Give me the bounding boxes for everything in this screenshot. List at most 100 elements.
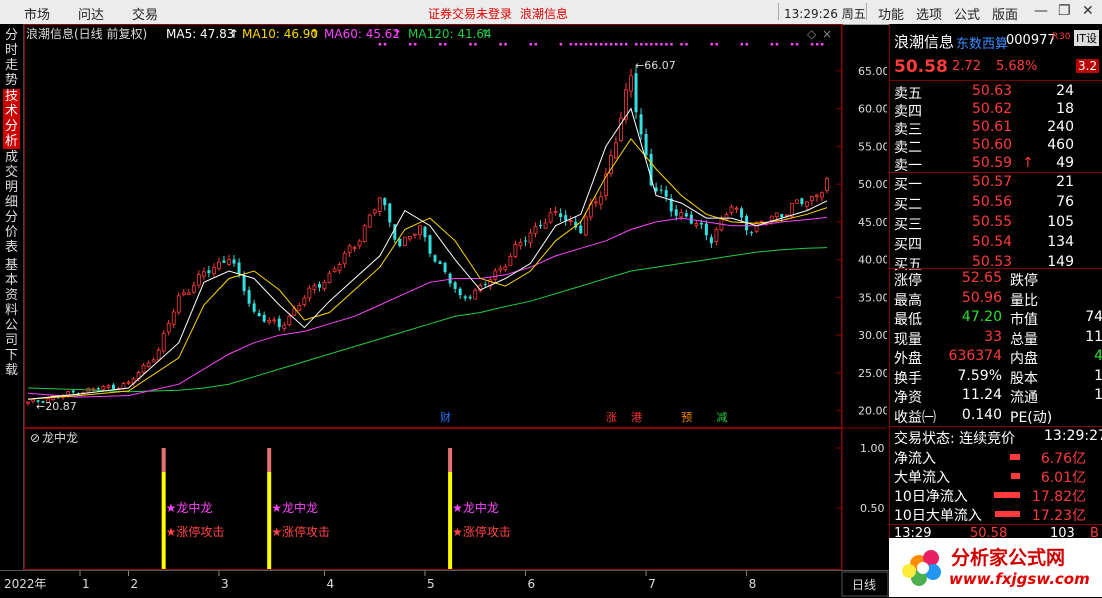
quote-panel: 浪潮信息 东数西算 000977 R 30 IT设 50.58 2.72 5.6… xyxy=(889,24,1102,570)
flow-bar xyxy=(995,511,1020,517)
flow-label: 净流入 xyxy=(894,451,936,467)
ma5-legend: MA5: 47.83 xyxy=(166,27,234,41)
signal-dot xyxy=(619,43,623,46)
order-volume: 18 xyxy=(1056,101,1074,117)
tab-trades[interactable]: 成交明细 xyxy=(4,150,18,210)
candle-body-up xyxy=(407,236,412,240)
last-price: 50.58 xyxy=(894,57,948,77)
indicator-collapse-icon[interactable]: ⊘ xyxy=(30,431,40,445)
tick-volume: 103 xyxy=(1050,526,1075,541)
period-box[interactable] xyxy=(841,571,889,597)
price-axis: 65.00 60.00 55.00 50.00 45.00 40.00 35.00 30.00… xyxy=(858,65,890,418)
menu-market[interactable]: 市场 xyxy=(24,8,51,23)
side-indicator: 3.2 xyxy=(1076,59,1100,73)
ma5-legend-arrow: ↑ xyxy=(229,27,239,41)
industry-tag[interactable]: IT设 xyxy=(1074,30,1099,46)
menu-function[interactable]: 功能 xyxy=(878,8,905,23)
candle-body-down xyxy=(453,282,457,289)
month-label: 7 xyxy=(648,577,656,591)
tab-intraday[interactable]: 分时走势 xyxy=(4,28,18,88)
minimize-icon[interactable]: — xyxy=(1034,3,1048,19)
order-price: 50.55 xyxy=(972,214,1013,230)
candle-body-down xyxy=(579,225,583,234)
stat-row: 最低 47.20 市值 744 xyxy=(890,308,1102,328)
indicator-signals: ★龙中龙 ★涨停攻击 ★龙中龙 ★涨停攻击 ★龙中龙 ★涨停攻击 xyxy=(161,448,511,569)
order-price: 50.59 xyxy=(972,155,1013,171)
stat-label: 收益㈠ xyxy=(894,409,936,426)
stat-row: 换手 7.59% 股本 14 xyxy=(890,367,1102,387)
indicator-panel-frame xyxy=(24,428,842,570)
period-label[interactable]: 日线 xyxy=(852,578,876,592)
stat-value: 52.65 xyxy=(961,270,1002,286)
signal-dot xyxy=(584,43,588,46)
signal-dot xyxy=(408,43,412,46)
price-axis-label: 25.00 xyxy=(858,367,887,380)
tab-profile[interactable]: 基本资料 xyxy=(4,258,18,318)
login-alert[interactable]: 证券交易未登录 xyxy=(428,7,513,21)
buy-level: 买三 50.55 105 xyxy=(890,213,1102,233)
stat-label: 最高 xyxy=(894,292,922,309)
stats-divider xyxy=(890,268,1102,269)
tab-company[interactable]: 公司下载 xyxy=(4,318,18,378)
order-price: 50.53 xyxy=(972,254,1013,270)
signal-bar xyxy=(448,472,453,569)
candle-body-down xyxy=(398,238,402,247)
menu-trade[interactable]: 交易 xyxy=(132,8,159,23)
high-price-label: ←66.07 xyxy=(635,59,676,72)
menu-wenda[interactable]: 问达 xyxy=(78,8,105,23)
candle-body-up xyxy=(402,236,407,246)
signal-dot xyxy=(383,43,387,46)
separator xyxy=(778,3,779,20)
clock: 13:29:26 周五 xyxy=(784,7,866,21)
menu-layout[interactable]: 版面 xyxy=(992,8,1019,23)
order-volume: 134 xyxy=(1047,234,1074,250)
candle-body-down xyxy=(564,215,568,221)
price-axis-label: 20.00 xyxy=(858,405,887,418)
order-label: 卖四 xyxy=(894,104,922,120)
flow-row: 大单流入 6.01亿 xyxy=(890,466,1102,486)
settings-diamond-icon[interactable]: ◇ xyxy=(807,27,817,41)
stat-value: 33 xyxy=(984,328,1002,345)
panel-close-icon[interactable]: × xyxy=(822,27,832,41)
signal-dot xyxy=(670,43,673,46)
tab-price-table[interactable]: 分价表 xyxy=(4,210,18,255)
trade-status: 交易状态: 连续竞价 xyxy=(894,431,1016,447)
menu-formula[interactable]: 公式 xyxy=(954,8,981,23)
candle-body-up xyxy=(362,225,367,242)
price-axis-label: 65.00 xyxy=(858,65,887,78)
candle-body-down xyxy=(669,198,673,212)
order-label: 卖二 xyxy=(894,140,922,156)
signal-bar-top xyxy=(448,448,453,472)
stock-name-alert[interactable]: 浪潮信息 xyxy=(520,7,569,21)
signal-dot xyxy=(680,43,683,46)
candle-body-up xyxy=(272,319,277,322)
concept-tag[interactable]: 东数西算 xyxy=(956,37,1009,52)
menu-options[interactable]: 选项 xyxy=(916,8,943,23)
site-logo: 分析家公式网 www.fxjgsw.com xyxy=(889,538,1102,597)
candle-body-up xyxy=(413,233,417,236)
candle-body-up xyxy=(473,289,478,300)
ma60-legend: MA60: 45.62 xyxy=(324,27,400,41)
price-axis-label: 50.00 xyxy=(858,178,887,191)
candle-body-up xyxy=(598,196,603,205)
tab-technical[interactable]: 技术分析 xyxy=(3,89,20,149)
sell-level: 卖一 50.59 49 ↑ xyxy=(890,154,1102,174)
candle-body-up xyxy=(815,194,819,197)
candle-body-up xyxy=(342,252,347,265)
chart-title: 浪潮信息(日线 前复权) xyxy=(26,26,147,41)
order-price: 50.63 xyxy=(972,83,1013,99)
candlesticks xyxy=(26,66,829,406)
flow-row: 净流入 6.76亿 xyxy=(890,447,1102,467)
close-icon[interactable]: ✕ xyxy=(1082,3,1094,19)
chart-pane[interactable]: 浪潮信息(日线 前复权) MA5: 47.83 ↑ MA10: 46.90 ↑ … xyxy=(24,24,890,570)
sell-level: 卖二 50.60 460 xyxy=(890,136,1102,156)
candle-body-up xyxy=(493,270,498,280)
candle-body-down xyxy=(659,189,663,191)
signal-dot xyxy=(378,43,382,46)
restore-icon[interactable]: ❐ xyxy=(1058,3,1071,19)
tick-price: 50.58 xyxy=(970,526,1008,541)
buy-level: 买一 50.57 21 xyxy=(890,173,1102,193)
candle-body-up xyxy=(553,210,558,213)
candle-body-up xyxy=(714,229,719,243)
kline-chart[interactable]: 浪潮信息(日线 前复权) MA5: 47.83 ↑ MA10: 46.90 ↑ … xyxy=(24,24,890,570)
